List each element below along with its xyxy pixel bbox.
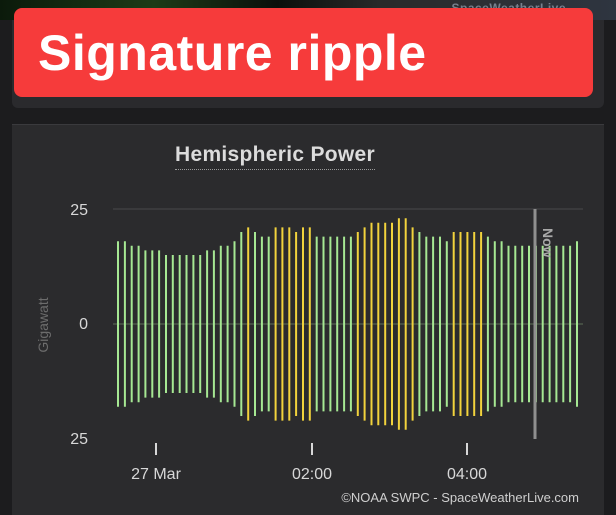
caption-banner: Signature ripple — [14, 8, 593, 97]
now-label: Now — [540, 228, 556, 258]
chart-card — [12, 124, 604, 515]
x-tick-label-0400: 04:00 — [447, 466, 487, 483]
y-tick-label-bottom: 25 — [70, 431, 88, 448]
axes — [155, 209, 537, 455]
x-tick-label-0200: 02:00 — [292, 466, 332, 483]
banner-text: Signature ripple — [38, 24, 427, 81]
y-tick-label-top: 25 — [70, 202, 88, 219]
y-tick-label-zero: 0 — [79, 316, 88, 333]
credit-text[interactable]: ©NOAA SWPC - SpaceWeatherLive.com — [341, 490, 579, 505]
grid-lines — [113, 208, 583, 325]
chart-title[interactable]: Hemispheric Power — [175, 143, 376, 170]
x-tick-label-27-mar: 27 Mar — [131, 466, 181, 483]
bars — [117, 218, 578, 430]
y-axis-label: Gigawatt — [35, 297, 51, 352]
